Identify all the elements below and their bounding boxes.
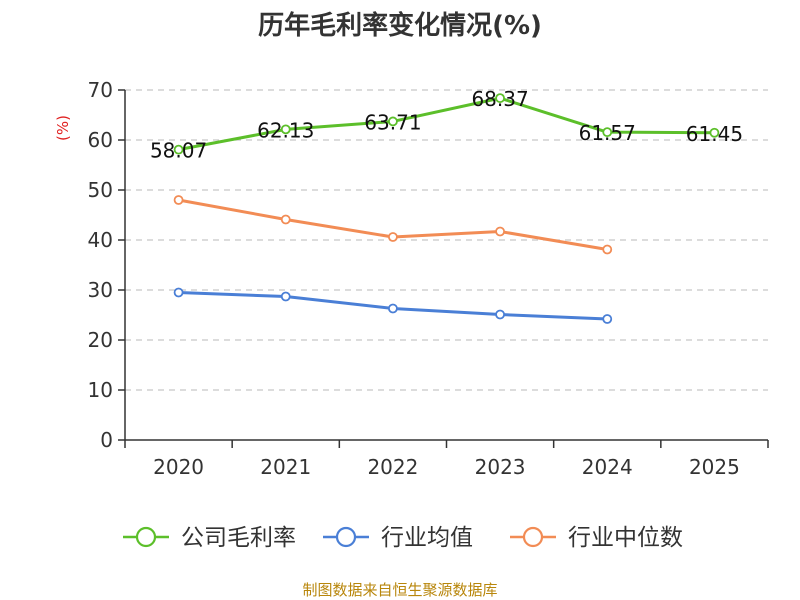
data-point-0-2021 <box>280 124 291 135</box>
data-point-1-2023 <box>495 309 505 320</box>
data-point-1-2021 <box>280 291 291 302</box>
y-tick-label-30: 30 <box>88 278 113 302</box>
y-tick-label-0: 0 <box>100 428 113 452</box>
data-point-0-2023 <box>495 93 505 104</box>
series-line-2 <box>178 198 608 251</box>
x-tick-label-2023: 2023 <box>475 455 526 479</box>
data-point-0-2024 <box>602 127 613 138</box>
legend-marker-2 <box>522 526 544 548</box>
data-point-2-2023 <box>495 226 505 237</box>
x-tick-label-2021: 2021 <box>260 455 311 479</box>
series-lines <box>173 93 720 324</box>
y-tick-label-60: 60 <box>88 128 113 152</box>
data-point-0-2022 <box>388 116 398 127</box>
y-tick-labels: 0 10 20 30 40 50 60 70 <box>88 78 113 452</box>
y-tick-label-40: 40 <box>88 228 113 252</box>
y-tick-label-50: 50 <box>88 178 113 202</box>
y-tick-label-70: 70 <box>88 78 113 102</box>
data-point-0-2020 <box>173 144 184 155</box>
data-label-2024: 61.57 <box>579 121 636 145</box>
data-point-1-2020 <box>173 287 184 298</box>
data-point-2-2022 <box>388 232 398 242</box>
x-tick-label-2024: 2024 <box>582 455 633 479</box>
chart-title: 历年毛利率变化情况(%) <box>258 10 542 41</box>
legend-label-0: 公司毛利率 <box>181 525 296 551</box>
data-labels: 58.07 62.13 63.71 68.37 61.57 61.45 <box>150 87 743 162</box>
data-source-note: 制图数据来自恒生聚源数据库 <box>302 581 497 599</box>
data-point-2-2024 <box>602 244 613 255</box>
y-axis-label: (%) <box>54 115 72 141</box>
data-point-2-2021 <box>280 214 291 225</box>
data-point-1-2022 <box>388 303 398 314</box>
x-tick-label-2022: 2022 <box>367 455 418 479</box>
legend[interactable]: 公司毛利率 行业均值 行业中位数 <box>123 525 683 551</box>
legend-label-1: 行业均值 <box>381 525 473 551</box>
data-point-0-2025 <box>709 127 720 138</box>
grid-lines <box>125 89 768 391</box>
legend-item-0[interactable]: 公司毛利率 <box>123 525 296 551</box>
legend-item-1[interactable]: 行业均值 <box>323 525 473 551</box>
series-line-0 <box>178 96 715 152</box>
legend-marker-1 <box>335 526 357 548</box>
x-tick-labels: 2020 2021 2022 2023 2024 2025 <box>153 455 740 479</box>
data-label-2025: 61.45 <box>686 122 743 146</box>
data-point-2-2020 <box>173 195 184 205</box>
legend-marker-0 <box>135 526 157 548</box>
data-label-2020: 58.07 <box>150 139 207 163</box>
data-label-2021: 62.13 <box>257 118 314 142</box>
axes <box>118 89 769 448</box>
data-label-2022: 63.71 <box>364 110 421 134</box>
x-tick-label-2025: 2025 <box>689 455 740 479</box>
legend-item-2[interactable]: 行业中位数 <box>510 525 683 551</box>
data-label-2023: 68.37 <box>471 87 528 111</box>
y-tick-label-20: 20 <box>88 328 113 352</box>
legend-label-2: 行业中位数 <box>568 525 683 551</box>
x-tick-label-2020: 2020 <box>153 455 204 479</box>
y-tick-label-10: 10 <box>88 378 113 402</box>
data-point-1-2024 <box>602 314 613 324</box>
